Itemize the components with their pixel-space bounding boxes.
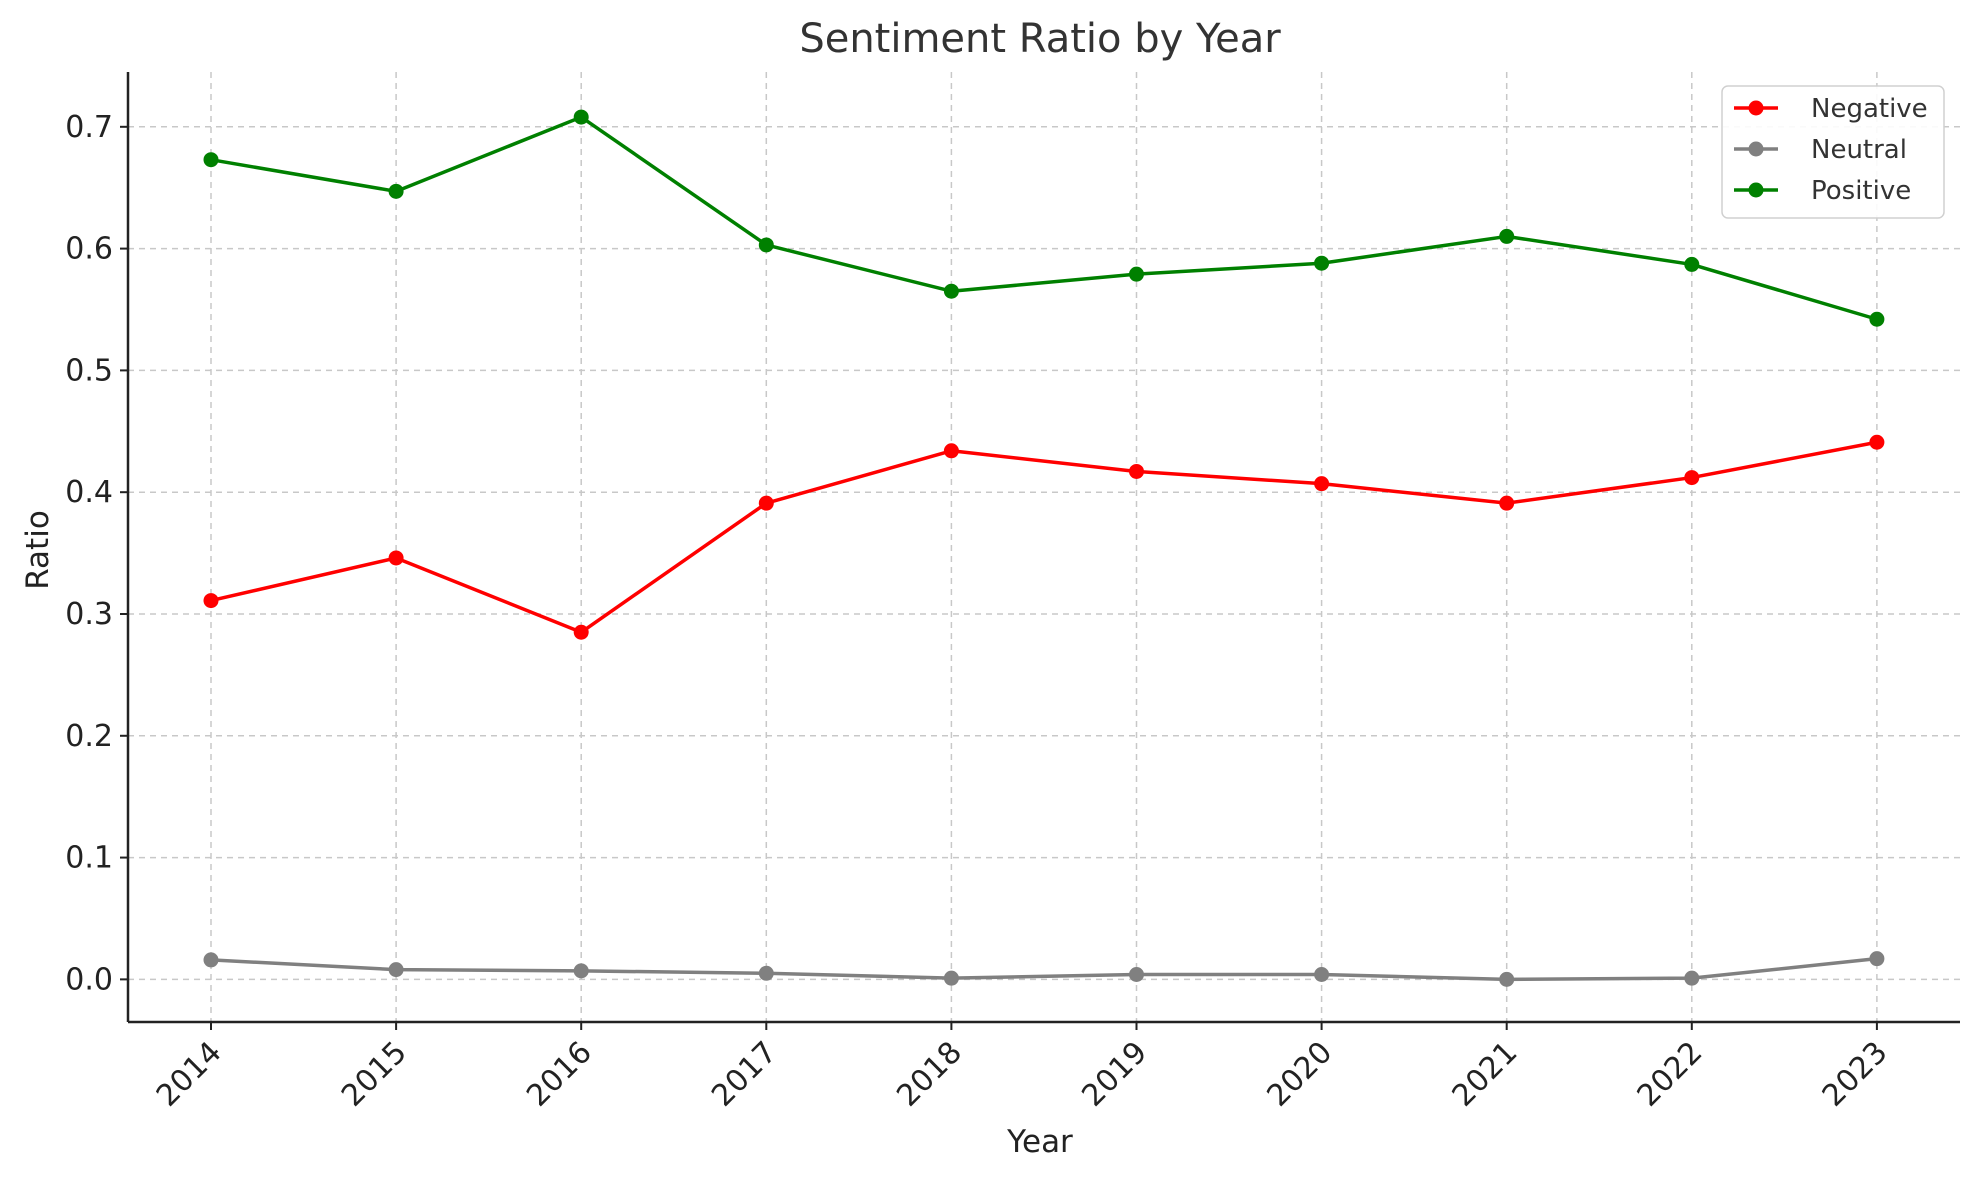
x-tick-label: 2022 <box>1631 1035 1710 1114</box>
negative-point <box>1129 463 1144 479</box>
negative-point <box>1684 470 1700 486</box>
legend: Negative Neutral Positive <box>1721 85 1945 219</box>
legend-item-negative: Negative <box>1734 94 1928 124</box>
chart-title: Sentiment Ratio by Year <box>799 16 1281 62</box>
negative-line <box>210 440 1878 635</box>
series-neutral <box>203 951 1885 987</box>
positive-point <box>388 183 404 199</box>
series-positive <box>203 109 1885 327</box>
y-tick-label: 0.0 <box>65 962 113 997</box>
neutral-point <box>573 963 589 979</box>
y-tick-label: 0.2 <box>65 719 113 754</box>
grid-lines <box>128 72 1960 1022</box>
neutral-point <box>1684 970 1700 986</box>
neutral-point <box>203 952 219 968</box>
y-axis-ticks: 0.0 0.1 0.2 0.3 0.4 0.5 0.6 0.7 <box>65 110 128 997</box>
neutral-point <box>1314 967 1330 982</box>
x-tick-label: 2023 <box>1816 1035 1895 1114</box>
legend-label: Neutral <box>1811 135 1907 165</box>
neutral-point <box>1869 951 1885 967</box>
x-axis-label: Year <box>1006 1124 1073 1160</box>
data-series <box>203 109 1885 987</box>
y-tick-label: 0.1 <box>65 841 113 876</box>
positive-point <box>203 152 219 168</box>
positive-point <box>1314 255 1330 271</box>
y-tick-label: 0.5 <box>65 353 113 388</box>
x-tick-label: 2021 <box>1446 1035 1525 1114</box>
legend-label: Positive <box>1811 176 1911 206</box>
neutral-point <box>388 962 404 978</box>
neutral-point <box>758 965 774 981</box>
legend-label: Negative <box>1811 94 1928 124</box>
neutral-point <box>1129 967 1144 982</box>
negative-point <box>1869 434 1885 450</box>
negative-point <box>573 624 589 640</box>
x-tick-label: 2018 <box>890 1035 969 1114</box>
positive-point <box>1869 311 1885 327</box>
x-tick-label: 2020 <box>1261 1035 1340 1114</box>
x-tick-label: 2015 <box>335 1035 414 1114</box>
legend-item-neutral: Neutral <box>1734 135 1907 165</box>
x-axis-ticks: 2014 2015 2016 2017 2018 2019 2020 2021 2022 2023 <box>150 1022 1895 1114</box>
legend-marker <box>1748 100 1764 116</box>
positive-point <box>1499 228 1515 244</box>
positive-point <box>1684 256 1700 272</box>
positive-point <box>758 237 774 253</box>
y-axis-label: Ratio <box>20 510 56 590</box>
y-tick-label: 0.7 <box>65 110 113 145</box>
negative-point <box>388 550 404 566</box>
negative-point <box>203 593 219 609</box>
positive-point <box>573 109 589 125</box>
y-tick-label: 0.4 <box>65 475 113 510</box>
legend-marker <box>1748 182 1764 198</box>
x-tick-label: 2017 <box>705 1035 784 1114</box>
positive-line <box>210 115 1878 321</box>
x-tick-label: 2016 <box>520 1035 599 1114</box>
neutral-point <box>1499 971 1515 987</box>
negative-point <box>943 443 959 459</box>
negative-point <box>1499 495 1515 511</box>
x-tick-label: 2014 <box>150 1035 229 1114</box>
legend-frame <box>1721 85 1945 219</box>
neutral-line <box>210 956 1878 982</box>
negative-point <box>758 495 774 511</box>
positive-point <box>1129 266 1144 282</box>
y-tick-label: 0.6 <box>65 232 113 267</box>
legend-item-positive: Positive <box>1734 176 1911 206</box>
positive-point <box>943 283 959 299</box>
y-tick-label: 0.3 <box>65 597 113 632</box>
legend-marker <box>1748 141 1764 157</box>
x-tick-label: 2019 <box>1075 1035 1154 1114</box>
neutral-point <box>943 970 959 986</box>
axes <box>126 72 1960 1024</box>
negative-point <box>1314 476 1330 492</box>
series-negative <box>203 434 1885 640</box>
